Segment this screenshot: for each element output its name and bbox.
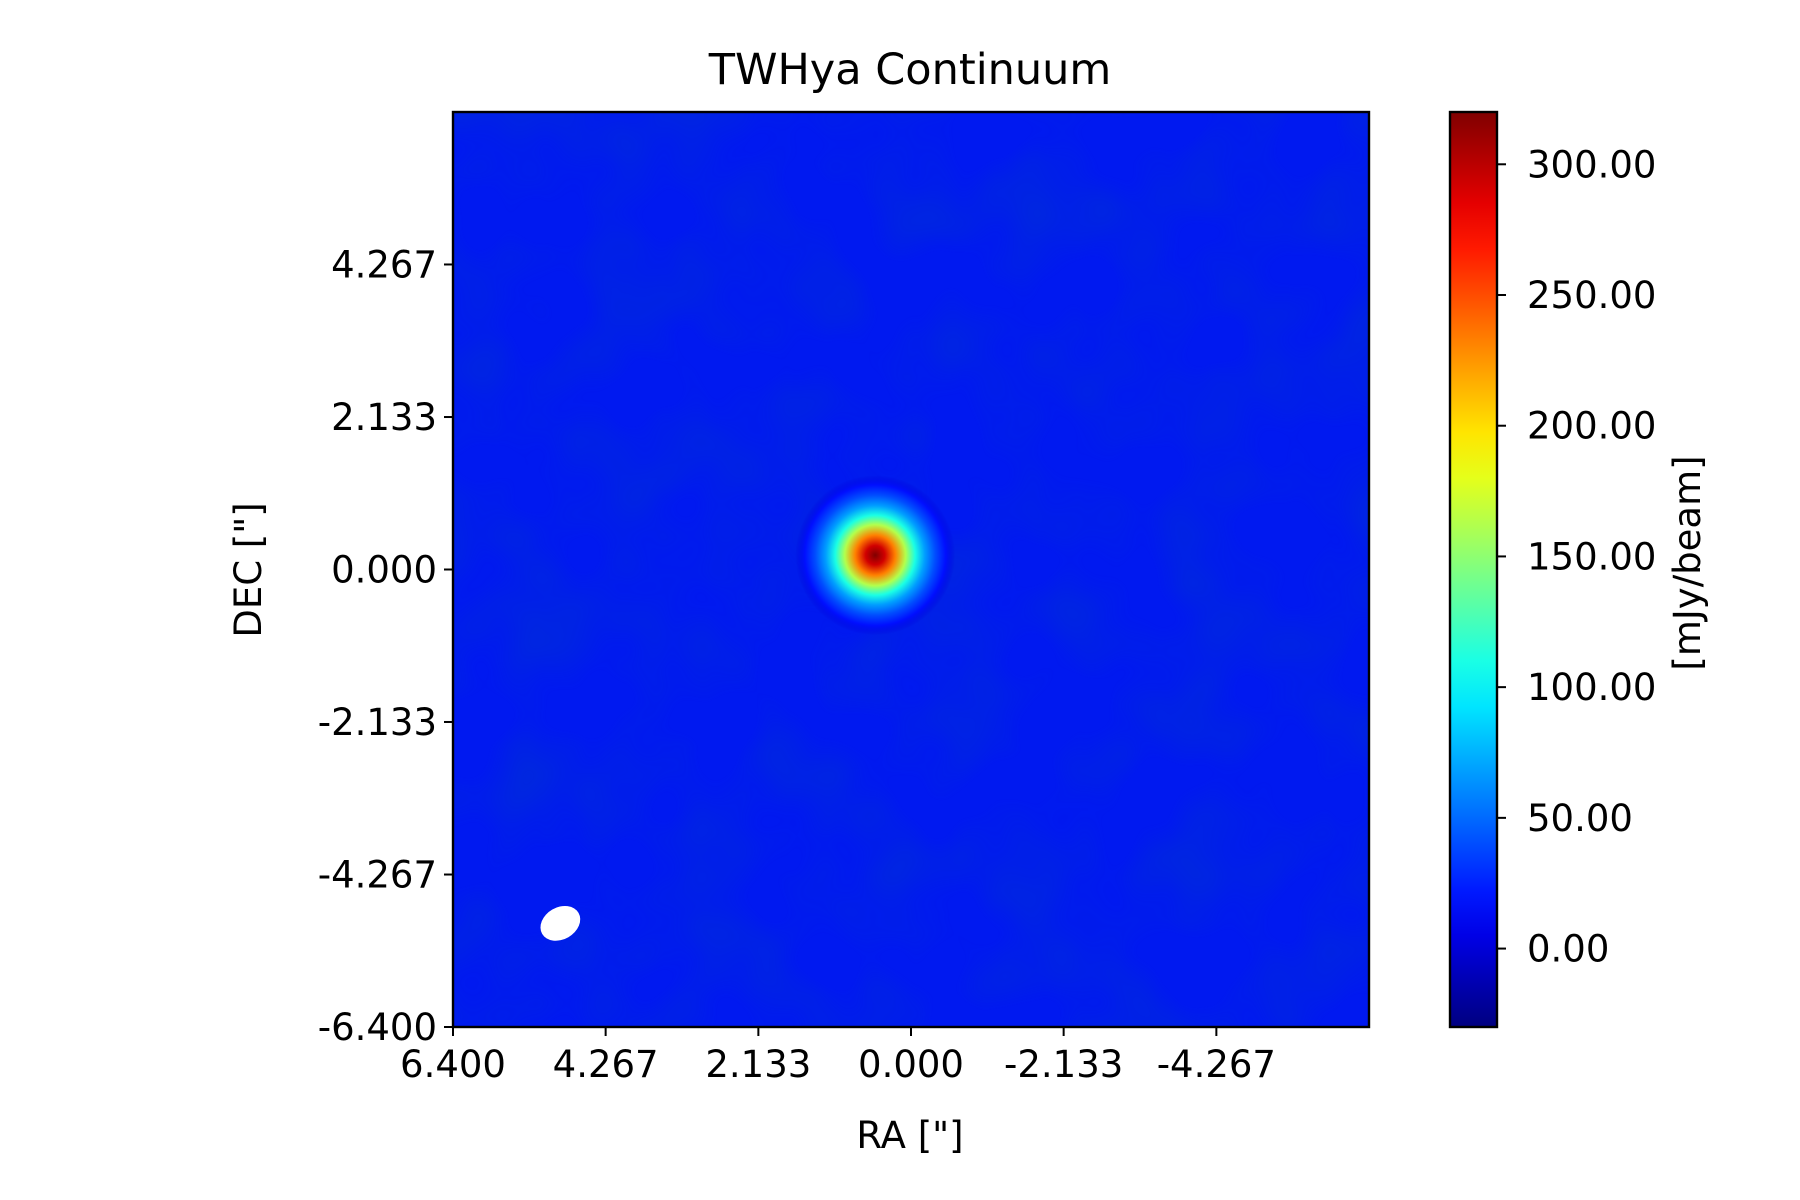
y-tick-label: -4.267 bbox=[318, 854, 437, 897]
beam-ellipse bbox=[540, 905, 581, 941]
y-axis-label: DEC ["] bbox=[227, 502, 270, 637]
y-axis-ticks: 4.267 2.133 0.000 -2.133 -4.267 -6.400 bbox=[318, 243, 453, 1049]
y-tick-label: 4.267 bbox=[331, 243, 437, 286]
colorbar bbox=[1450, 112, 1497, 1027]
colorbar-tick-label: 50.00 bbox=[1527, 797, 1633, 840]
chart-title: TWHya Continuum bbox=[708, 45, 1112, 95]
heatmap-image bbox=[453, 112, 1369, 1027]
colorbar-tick-label: 300.00 bbox=[1527, 143, 1656, 186]
colorbar-tick-label: 250.00 bbox=[1527, 274, 1656, 317]
x-tick-label: -4.267 bbox=[1157, 1043, 1276, 1086]
x-axis-ticks: 6.400 4.267 2.133 0.000 -2.133 -4.267 bbox=[400, 1027, 1276, 1086]
y-tick-label: 2.133 bbox=[331, 396, 437, 439]
y-tick-label: -2.133 bbox=[318, 701, 437, 744]
y-tick-label: -6.400 bbox=[318, 1006, 437, 1049]
colorbar-tick-label: 0.00 bbox=[1527, 928, 1609, 971]
colorbar-tick-label: 150.00 bbox=[1527, 535, 1656, 578]
colorbar-tick-label: 200.00 bbox=[1527, 405, 1656, 448]
continuum-source bbox=[795, 475, 956, 636]
x-axis-label: RA ["] bbox=[856, 1114, 963, 1157]
x-tick-label: 6.400 bbox=[400, 1043, 506, 1086]
x-tick-label: 2.133 bbox=[705, 1043, 811, 1086]
colorbar-tick-label: 100.00 bbox=[1527, 666, 1656, 709]
x-tick-label: 4.267 bbox=[553, 1043, 659, 1086]
y-tick-label: 0.000 bbox=[331, 549, 437, 592]
colorbar-ticks: 300.00 250.00 200.00 150.00 100.00 50.00 0.00 bbox=[1497, 143, 1656, 971]
colorbar-label: [mJy/beam] bbox=[1666, 455, 1709, 670]
x-tick-label: 0.000 bbox=[858, 1043, 964, 1086]
x-tick-label: -2.133 bbox=[1004, 1043, 1123, 1086]
colorbar-frame bbox=[1448, 110, 1499, 1029]
